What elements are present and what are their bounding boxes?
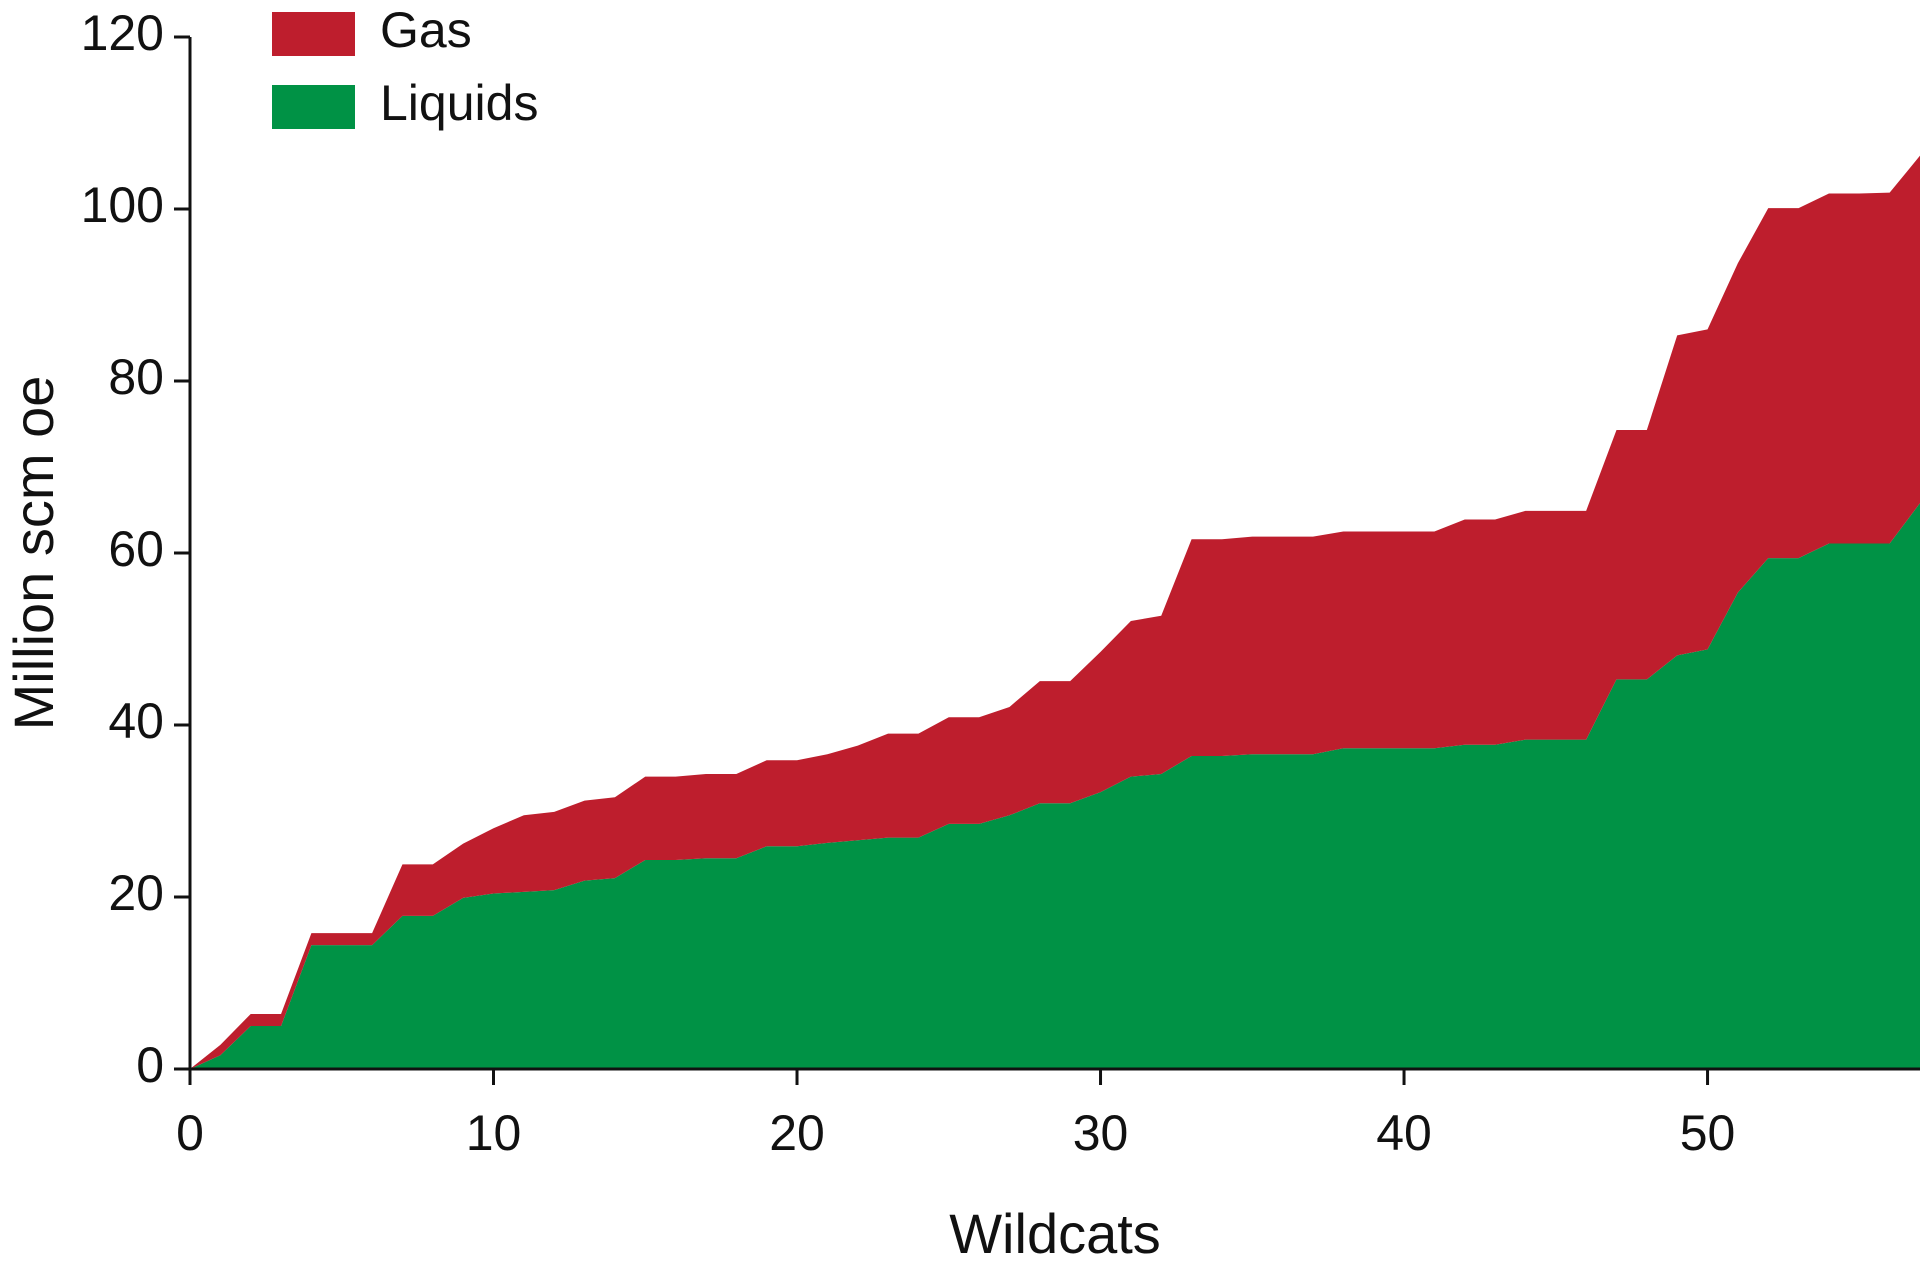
area xyxy=(190,503,1920,1069)
x-tick-label: 30 xyxy=(1073,1105,1129,1161)
x-tick-label: 50 xyxy=(1680,1105,1736,1161)
legend-swatch xyxy=(272,12,355,56)
x-tick-label: 10 xyxy=(466,1105,522,1161)
y-tick-label: 40 xyxy=(108,693,164,749)
x-tick-label: 0 xyxy=(176,1105,204,1161)
y-axis-label: Million scm oe xyxy=(2,376,65,731)
y-tick-label: 120 xyxy=(81,5,164,61)
y-tick-label: 80 xyxy=(108,349,164,405)
legend-label: Liquids xyxy=(380,75,538,131)
y-tick-label: 100 xyxy=(81,177,164,233)
area xyxy=(190,155,1920,1069)
x-tick-label: 20 xyxy=(769,1105,825,1161)
y-tick-label: 0 xyxy=(136,1037,164,1093)
y-tick-label: 60 xyxy=(108,521,164,577)
x-axis-label: Wildcats xyxy=(949,1202,1161,1265)
legend-swatch xyxy=(272,85,355,129)
legend-label: Gas xyxy=(380,2,472,58)
x-tick-label: 40 xyxy=(1376,1105,1432,1161)
y-tick-label: 20 xyxy=(108,865,164,921)
